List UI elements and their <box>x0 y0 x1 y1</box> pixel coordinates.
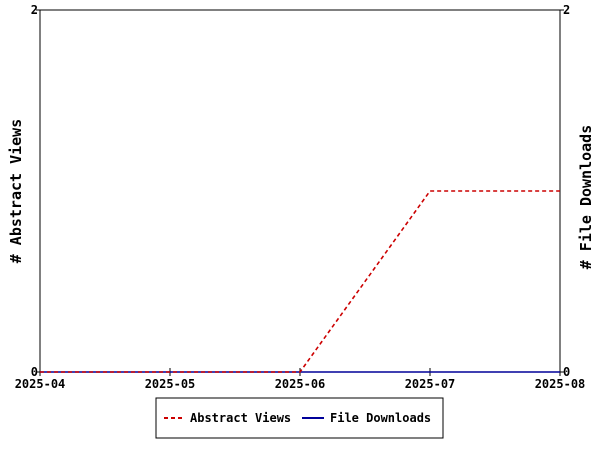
right-y-tick-label: 2 <box>563 3 570 17</box>
legend-label-file-downloads: File Downloads <box>330 411 431 425</box>
legend: Abstract Views File Downloads <box>155 397 444 439</box>
left-axis-title: # Abstract Views <box>7 119 25 264</box>
legend-label-abstract-views: Abstract Views <box>190 411 291 425</box>
x-tick-label: 2025-05 <box>145 377 196 391</box>
legend-box <box>155 397 444 439</box>
x-axis: 2025-04 2025-05 2025-06 2025-07 2025-08 <box>15 368 586 391</box>
series-line-abstract-views <box>40 190 560 373</box>
right-axis-title: # File Downloads <box>577 125 595 270</box>
x-tick-label: 2025-04 <box>15 377 66 391</box>
left-y-tick-label: 0 <box>31 365 38 379</box>
x-tick-label: 2025-08 <box>535 377 586 391</box>
right-y-tick-label: 0 <box>563 365 570 379</box>
x-tick-label: 2025-06 <box>275 377 326 391</box>
series-layer <box>40 190 560 373</box>
x-tick-label: 2025-07 <box>405 377 456 391</box>
left-y-tick-label: 2 <box>31 3 38 17</box>
